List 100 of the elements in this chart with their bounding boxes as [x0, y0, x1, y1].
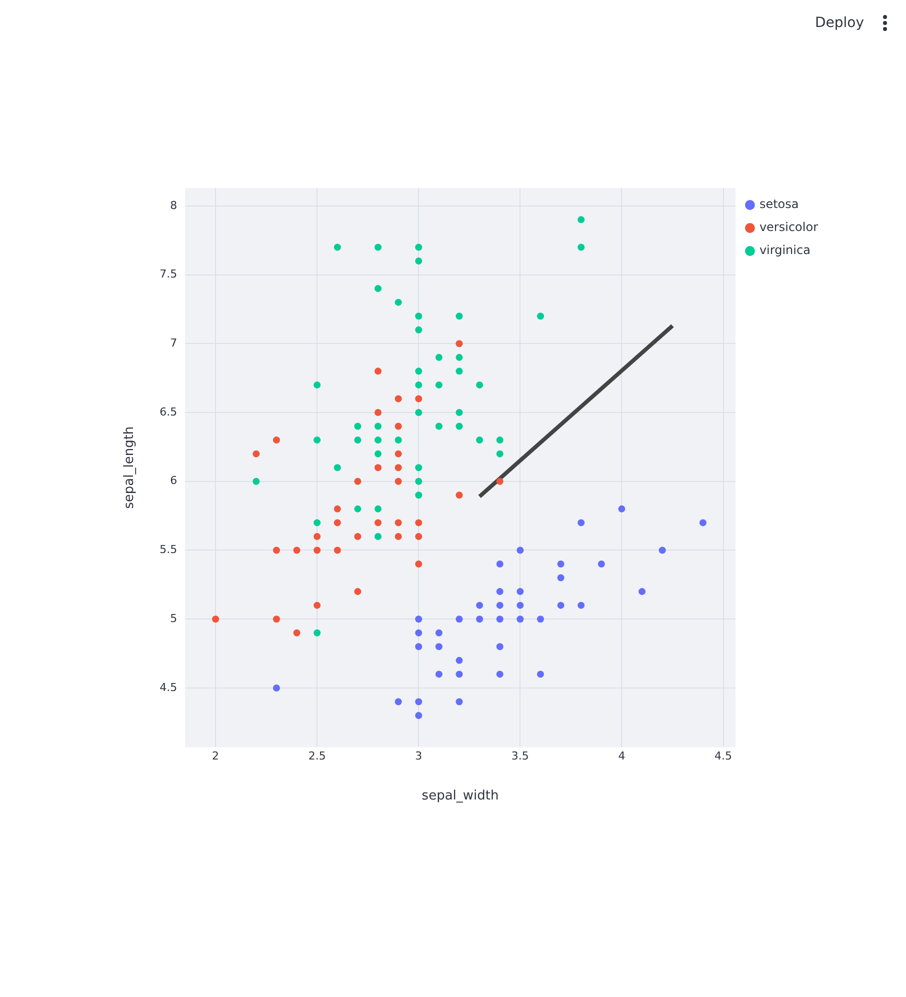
point [476, 436, 484, 444]
point [334, 505, 341, 512]
point [314, 381, 321, 388]
point [394, 422, 402, 430]
point [354, 478, 362, 485]
point [374, 464, 382, 472]
point [578, 216, 585, 224]
point [374, 409, 382, 416]
legend-label: virginica [759, 243, 810, 258]
y-tick-label: 6 [170, 474, 178, 488]
point [456, 670, 463, 678]
point [394, 436, 402, 444]
point [272, 616, 280, 623]
point [272, 546, 280, 554]
point [415, 312, 422, 320]
point [699, 519, 706, 526]
point [435, 354, 442, 361]
x-tick-label: 2.5 [308, 750, 326, 763]
legend-label: setosa [759, 197, 799, 212]
point [578, 519, 585, 526]
y-tick-label: 5.5 [160, 543, 178, 556]
point [476, 381, 484, 388]
point [252, 450, 260, 458]
point [354, 588, 362, 596]
point [374, 519, 382, 526]
point [334, 244, 341, 251]
point [415, 326, 422, 334]
point [415, 381, 422, 388]
point [557, 574, 564, 582]
point [354, 422, 362, 430]
point [374, 450, 382, 458]
point [374, 285, 382, 292]
y-axis-title: sepal_length [122, 426, 138, 509]
legend-label: versicolor [759, 220, 818, 234]
point [456, 422, 463, 430]
point [394, 298, 402, 306]
point [415, 464, 422, 472]
point [456, 368, 463, 375]
point [496, 436, 504, 444]
point [394, 532, 402, 540]
point [496, 616, 504, 623]
point [598, 560, 605, 568]
point [415, 532, 422, 540]
y-tick-label: 7.5 [160, 268, 178, 281]
point [456, 616, 463, 623]
y-tick-label: 7 [170, 336, 178, 350]
point [456, 340, 463, 348]
point [293, 546, 300, 554]
point [496, 450, 504, 458]
point [394, 478, 402, 485]
point [496, 588, 504, 596]
point [374, 505, 382, 512]
point [212, 616, 220, 623]
point [415, 629, 422, 636]
point [314, 602, 321, 609]
x-tick-label: 2 [212, 750, 220, 763]
point [415, 712, 422, 720]
point [516, 616, 524, 623]
point [374, 368, 382, 375]
point [354, 505, 362, 512]
point [415, 698, 422, 706]
point [456, 409, 463, 416]
point [578, 602, 585, 609]
point [374, 244, 382, 251]
x-tick-label: 3 [415, 750, 422, 763]
point [415, 616, 422, 623]
point [394, 698, 402, 706]
point [557, 602, 564, 609]
x-tick-label: 3.5 [511, 750, 529, 763]
point [415, 368, 422, 375]
point [516, 602, 524, 609]
point [354, 436, 362, 444]
point [557, 560, 564, 568]
point [476, 602, 484, 609]
point [435, 381, 442, 388]
point [476, 616, 484, 623]
point [496, 670, 504, 678]
point [435, 670, 442, 678]
point [435, 643, 442, 650]
point [536, 312, 544, 320]
point [293, 629, 300, 636]
point [456, 698, 463, 706]
point [516, 546, 524, 554]
point [496, 602, 504, 609]
point [374, 422, 382, 430]
point [496, 643, 504, 650]
point [394, 464, 402, 472]
text: Deploy [814, 15, 864, 31]
point [394, 519, 402, 526]
point [536, 670, 544, 678]
point [374, 436, 382, 444]
point [394, 450, 402, 458]
y-tick-label: 6.5 [160, 405, 178, 418]
point [618, 505, 626, 512]
point [415, 478, 422, 485]
point [314, 436, 321, 444]
point [272, 684, 280, 692]
point [516, 588, 524, 596]
point [272, 436, 280, 444]
point [415, 258, 422, 264]
